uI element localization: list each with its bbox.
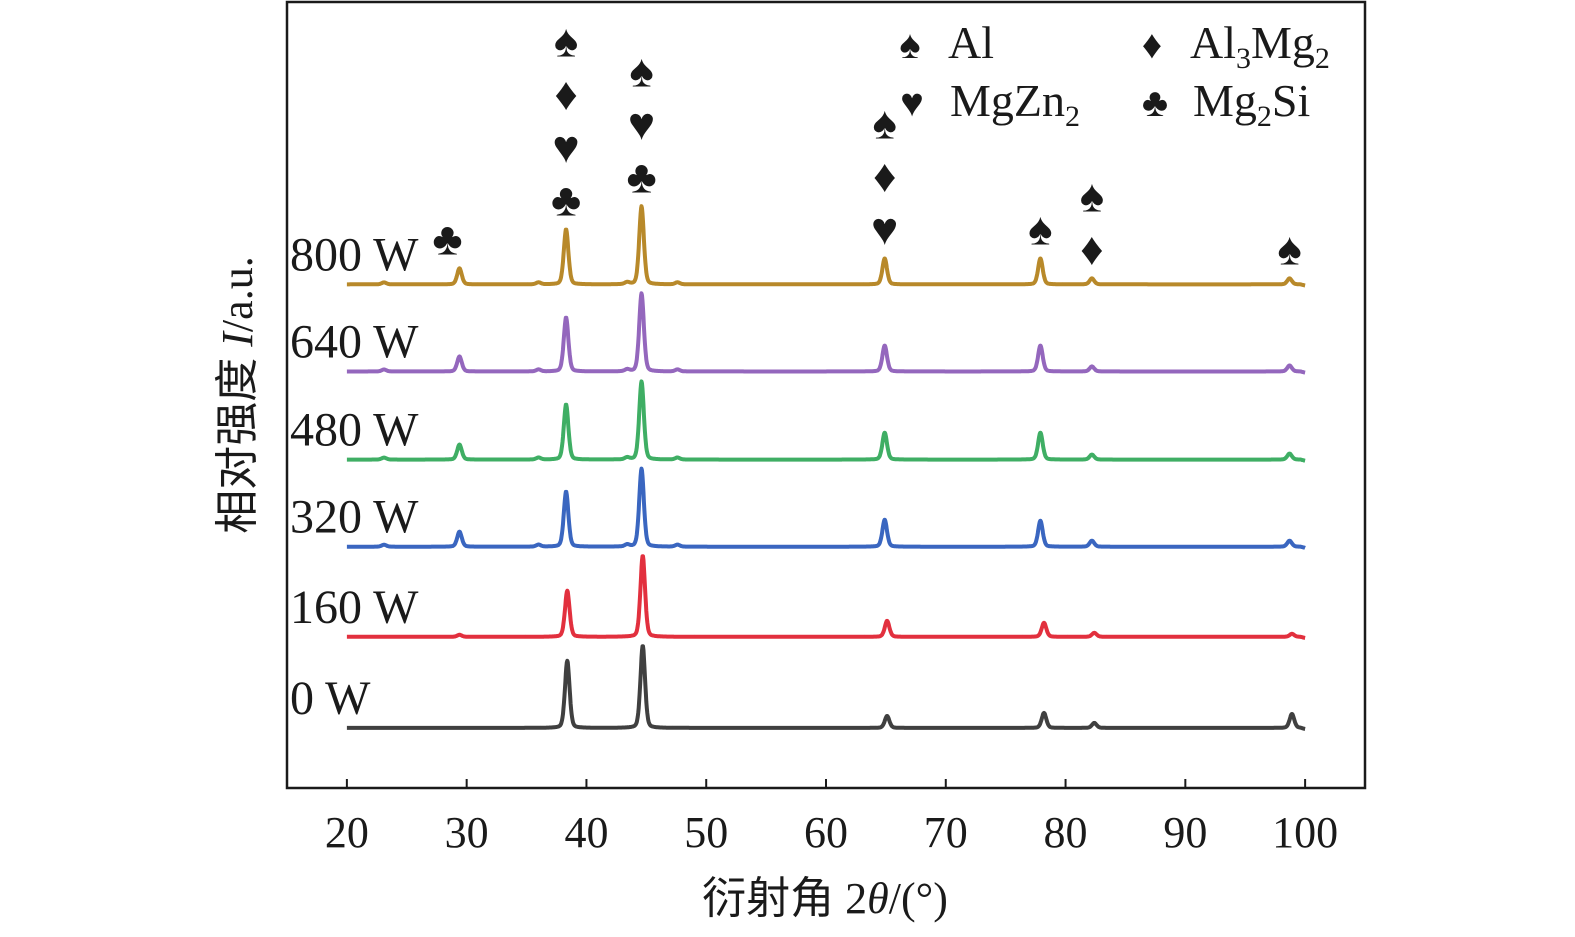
legend: ♠ Al ♦ Al3Mg2 ♥ MgZn2 ♣ Mg2Si <box>899 17 1330 133</box>
series-label: 480 W <box>290 404 419 457</box>
y-axis-label-suffix: /a.u. <box>213 256 262 332</box>
y-axis-label-italic: I <box>213 330 262 348</box>
series-label: 0 W <box>290 672 371 725</box>
phase-marker: ♠ <box>554 15 578 66</box>
series-line-160w <box>345 554 1307 640</box>
x-tick-label: 40 <box>564 808 608 857</box>
x-tick-label: 100 <box>1272 808 1338 857</box>
phase-marker: ♣ <box>551 174 581 225</box>
legend-symbol: ♣ <box>1142 80 1168 125</box>
legend-label: Mg2Si <box>1193 75 1310 133</box>
series-line-640w <box>345 291 1307 375</box>
x-tick-label: 90 <box>1163 808 1207 857</box>
legend-symbol: ♥ <box>900 80 924 125</box>
x-tick-label: 50 <box>684 808 728 857</box>
y-axis-label: 相对强度 I/a.u. <box>213 256 262 533</box>
legend-label: Al <box>948 17 994 68</box>
phase-marker: ♥ <box>552 121 579 172</box>
legend-entry: ♦ Al3Mg2 <box>1142 17 1330 75</box>
x-axis-label: 衍射角 2θ/(°) <box>702 874 948 923</box>
series-line-320w <box>345 466 1307 550</box>
series-line-800w <box>345 204 1307 288</box>
series-label: 160 W <box>290 581 419 634</box>
phase-marker: ♥ <box>628 98 655 149</box>
x-tick-label: 80 <box>1044 808 1088 857</box>
series-label: 640 W <box>290 315 419 368</box>
legend-entry: ♠ Al <box>899 17 994 68</box>
phase-marker: ♠ <box>629 45 653 96</box>
x-axis-label-prefix: 衍射角 2 <box>702 874 867 923</box>
legend-label: MgZn2 <box>950 75 1080 133</box>
x-tick-label: 60 <box>804 808 848 857</box>
legend-label: Al3Mg2 <box>1190 17 1330 75</box>
phase-marker: ♦ <box>554 68 577 119</box>
x-tick-label: 20 <box>325 808 369 857</box>
legend-entry: ♥ MgZn2 <box>900 75 1080 133</box>
y-axis-label-prefix: 相对强度 <box>213 347 262 534</box>
series-label: 800 W <box>290 228 419 281</box>
phase-marker: ♠ <box>1080 170 1104 221</box>
phase-marker: ♠ <box>872 97 896 148</box>
x-axis-label-theta: θ <box>867 874 889 923</box>
phase-marker: ♠ <box>1277 223 1301 274</box>
legend-symbol: ♦ <box>1142 22 1162 67</box>
phase-marker: ♦ <box>873 150 896 201</box>
phase-marker: ♣ <box>432 213 462 264</box>
series-label: 320 W <box>290 491 419 544</box>
x-tick-label: 70 <box>924 808 968 857</box>
series-line-480w <box>345 379 1307 463</box>
x-tick-label: 30 <box>445 808 489 857</box>
legend-entry: ♣ Mg2Si <box>1142 75 1310 133</box>
phase-marker: ♣ <box>626 151 656 202</box>
x-axis-label-suffix: /(°) <box>889 874 948 923</box>
phase-marker: ♦ <box>1080 223 1103 274</box>
series-line-0w <box>345 644 1307 731</box>
phase-marker: ♠ <box>1028 203 1052 254</box>
phase-marker: ♥ <box>871 203 898 254</box>
legend-symbol: ♠ <box>899 22 920 67</box>
